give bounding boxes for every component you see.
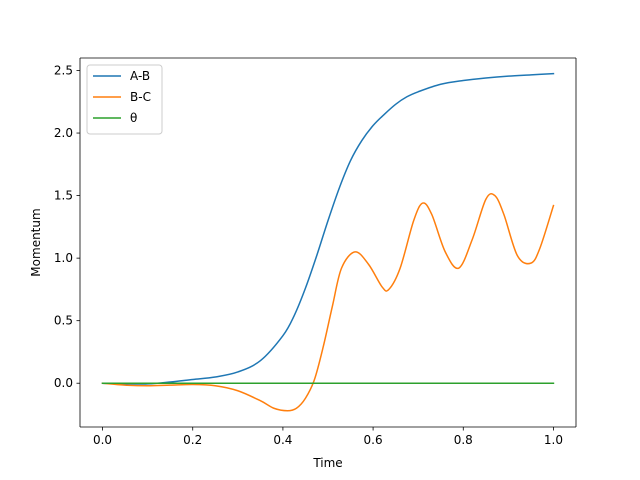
y-tick-label: 2.0	[54, 126, 73, 140]
series-line-1	[101, 193, 555, 412]
y-tick-label: 0.5	[54, 314, 73, 328]
x-tick-label: 1.0	[544, 433, 563, 447]
legend-label-1: B-C	[130, 90, 151, 104]
y-tick-label: 2.5	[54, 64, 73, 78]
x-tick-label: 0.2	[183, 433, 202, 447]
x-tick-label: 0.8	[454, 433, 473, 447]
legend-label-0: A-B	[130, 69, 150, 83]
x-tick-label: 0.4	[273, 433, 292, 447]
series-lines	[101, 72, 555, 412]
x-tick-label: 0.6	[364, 433, 383, 447]
series-line-0	[101, 72, 555, 385]
x-axis-label: Time	[312, 456, 342, 470]
y-tick-label: 1.5	[54, 189, 73, 203]
y-axis-ticks: 0.0 0.5 1.0 1.5 2.0 2.5	[54, 64, 80, 390]
x-tick-label: 0.0	[93, 433, 112, 447]
y-tick-label: 0.0	[54, 376, 73, 390]
y-axis-label: Momentum	[29, 208, 43, 276]
plot-area	[80, 58, 576, 427]
legend-box	[86, 64, 163, 135]
legend: A-B B-C θ	[86, 64, 163, 135]
axes-background	[80, 58, 576, 427]
y-tick-label: 1.0	[54, 251, 73, 265]
legend-label-2: θ	[130, 111, 137, 125]
axes-frame	[79, 57, 577, 428]
x-axis-ticks: 0.0 0.2 0.4 0.6 0.8 1.0	[93, 427, 563, 447]
